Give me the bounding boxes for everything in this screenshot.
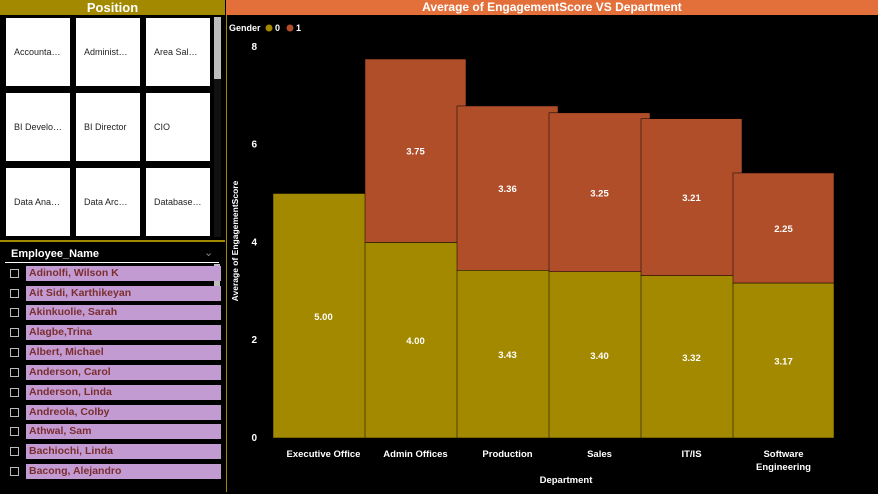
position-slicer: Position Accounta… Administ… Area Sal… B… <box>0 0 225 239</box>
list-item[interactable]: Anderson, Carol <box>8 365 222 381</box>
legend-label-1[interactable]: 1 <box>296 23 301 33</box>
checkbox[interactable] <box>10 447 19 456</box>
employee-name: Athwal, Sam <box>26 424 221 439</box>
divider <box>5 262 219 263</box>
chart-title: Average of EngagementScore VS Department <box>226 0 878 15</box>
bar-segment <box>364 242 467 439</box>
employee-name: Andreola, Colby <box>26 405 221 420</box>
employee-name: Alagbe,Trina <box>26 325 221 340</box>
data-label: 3.25 <box>590 188 609 199</box>
bar-segment <box>456 105 559 271</box>
data-label: 3.17 <box>774 356 793 367</box>
bar-segment <box>548 271 651 439</box>
legend-label-0[interactable]: 0 <box>275 23 280 33</box>
list-item[interactable]: Anderson, Linda <box>8 385 222 401</box>
chevron-down-icon[interactable]: ⌄ <box>204 247 214 259</box>
position-scrollbar-thumb[interactable] <box>214 17 221 79</box>
x-tick-label: Executive Office <box>287 449 361 460</box>
bar-segment <box>732 172 835 284</box>
list-item[interactable]: Albert, Michael <box>8 345 222 361</box>
chart-canvas: Gender 0 1 Average of EngagementScore De… <box>229 23 835 486</box>
checkbox[interactable] <box>10 427 19 436</box>
checkbox[interactable] <box>10 348 19 357</box>
y-axis-label: Average of EngagementScore <box>230 180 240 301</box>
x-tick-label: Sales <box>587 449 612 460</box>
divider <box>226 15 227 492</box>
data-label: 2.25 <box>774 224 793 235</box>
list-item[interactable]: Adinolfi, Wilson K <box>8 266 222 282</box>
position-tile[interactable]: Data Arc… <box>76 168 140 236</box>
bar-segment <box>456 270 559 439</box>
y-tick-label: 6 <box>251 140 257 151</box>
data-label: 3.75 <box>406 147 425 158</box>
position-tile[interactable]: BI Develo… <box>6 93 70 161</box>
y-tick-label: 8 <box>251 42 257 53</box>
data-label: 3.40 <box>590 351 609 362</box>
data-label: 3.21 <box>682 193 701 204</box>
checkbox[interactable] <box>10 408 19 417</box>
data-label: 5.00 <box>314 312 333 323</box>
list-item[interactable]: Alagbe,Trina <box>8 325 222 341</box>
bar-segment <box>272 193 375 439</box>
checkbox[interactable] <box>10 308 19 317</box>
chart-legend: Gender 0 1 <box>229 23 301 33</box>
data-label: 3.32 <box>682 353 701 364</box>
list-item[interactable]: Ait Sidi, Karthikeyan <box>8 286 222 302</box>
y-tick-label: 2 <box>251 335 257 346</box>
checkbox[interactable] <box>10 368 19 377</box>
list-item[interactable]: Andreola, Colby <box>8 405 222 421</box>
checkbox[interactable] <box>10 388 19 397</box>
employee-name: Albert, Michael <box>26 345 221 360</box>
employee-name: Adinolfi, Wilson K <box>26 266 221 281</box>
employee-name: Ait Sidi, Karthikeyan <box>26 286 221 301</box>
checkbox[interactable] <box>10 269 19 278</box>
legend-swatch-0 <box>265 24 273 32</box>
x-axis-label: Department <box>540 475 594 486</box>
bar-segment <box>640 118 743 276</box>
list-item[interactable]: Bachiochi, Linda <box>8 444 222 460</box>
list-item[interactable]: Akinkuolie, Sarah <box>8 305 222 321</box>
x-tick-label: Production <box>482 449 532 460</box>
position-tile-grid: Accounta… Administ… Area Sal… BI Develo…… <box>0 15 213 239</box>
checkbox[interactable] <box>10 289 19 298</box>
data-label: 3.36 <box>498 184 517 195</box>
employee-name: Akinkuolie, Sarah <box>26 305 221 320</box>
position-tile[interactable]: CIO <box>146 93 210 161</box>
checkbox[interactable] <box>10 328 19 337</box>
y-tick-label: 0 <box>251 433 257 444</box>
y-tick-label: 4 <box>251 237 257 248</box>
position-slicer-title: Position <box>0 0 225 15</box>
position-tile[interactable]: Area Sal… <box>146 18 210 86</box>
x-tick-label: Engineering <box>756 462 811 473</box>
list-item[interactable]: Bacong, Alejandro <box>8 464 222 480</box>
employee-name: Bachiochi, Linda <box>26 444 221 459</box>
employee-name: Anderson, Linda <box>26 385 221 400</box>
position-tile[interactable]: Accounta… <box>6 18 70 86</box>
employee-slicer: Employee_Name ⌄ Adinolfi, Wilson K Ait S… <box>0 240 225 494</box>
position-tile[interactable]: Data Ana… <box>6 168 70 236</box>
x-tick-label: Software <box>763 449 803 460</box>
plot-area: 0 2 4 6 8 5.00 Executive Office 4.00 3.75 Admin O… <box>251 42 835 473</box>
position-tile[interactable]: Administ… <box>76 18 140 86</box>
employee-name: Anderson, Carol <box>26 365 221 380</box>
employee-name: Bacong, Alejandro <box>26 464 221 479</box>
position-tile[interactable]: Database… <box>146 168 210 236</box>
legend-swatch-1 <box>286 24 294 32</box>
x-tick-label: IT/IS <box>681 449 701 460</box>
data-label: 4.00 <box>406 336 425 347</box>
checkbox[interactable] <box>10 467 19 476</box>
engagement-chart: Average of EngagementScore VS Department… <box>226 0 878 492</box>
position-scrollbar[interactable] <box>214 17 221 237</box>
employee-slicer-title: Employee_Name <box>11 248 100 260</box>
legend-title: Gender <box>229 23 261 33</box>
list-item[interactable]: Athwal, Sam <box>8 424 222 440</box>
bar-segment <box>364 58 467 243</box>
data-label: 3.43 <box>498 350 517 361</box>
position-tile[interactable]: BI Director <box>76 93 140 161</box>
x-tick-label: Admin Offices <box>383 449 447 460</box>
bar-segment <box>548 112 651 272</box>
